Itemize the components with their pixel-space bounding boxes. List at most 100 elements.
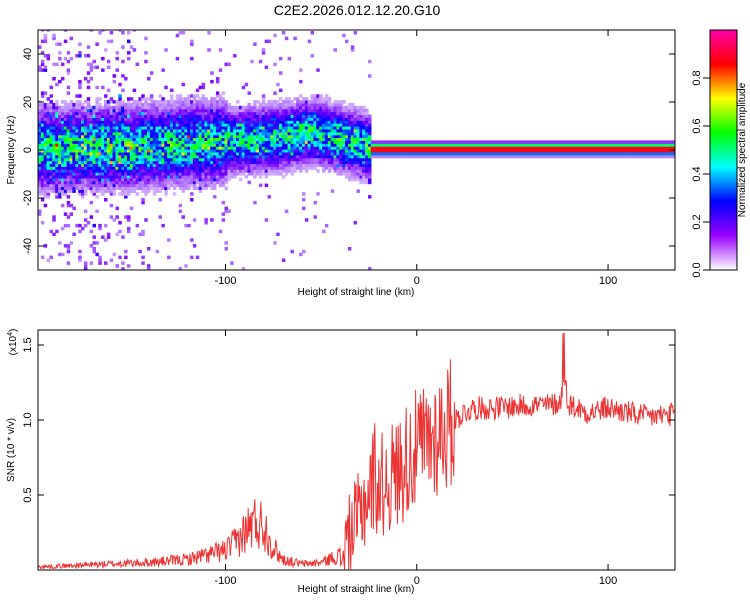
heatmap-cell xyxy=(190,123,194,127)
heatmap-cell xyxy=(127,117,131,121)
heatmap-cell xyxy=(121,180,125,185)
heatmap-cell xyxy=(104,189,108,193)
heatmap-cell xyxy=(281,103,286,107)
heatmap-cell xyxy=(563,140,567,144)
heatmap-cell xyxy=(158,175,162,179)
heatmap-cell xyxy=(147,108,151,113)
heatmap-cell xyxy=(594,151,599,156)
heatmap-cell xyxy=(322,131,326,136)
heatmap-cell xyxy=(313,103,317,107)
heatmap-cell xyxy=(293,105,297,110)
heatmap-cell xyxy=(149,114,154,118)
heatmap-cell xyxy=(207,154,211,159)
heatmap-cell xyxy=(652,154,656,159)
heatmap-cell xyxy=(201,166,206,170)
heatmap-cell xyxy=(514,140,518,144)
heatmap-cell xyxy=(170,114,174,118)
heatmap-cell xyxy=(198,169,203,173)
heatmap-cell xyxy=(49,189,53,193)
heatmap-cell xyxy=(588,151,593,156)
heatmap-cell xyxy=(270,137,274,141)
heatmap-cell xyxy=(129,97,134,101)
heatmap-cell xyxy=(104,131,108,136)
heatmap-cell xyxy=(227,111,231,116)
heatmap-cell xyxy=(61,226,65,231)
heatmap-cell xyxy=(545,140,550,144)
heatmap-cell xyxy=(230,151,234,156)
heatmap-cell xyxy=(175,111,180,116)
heatmap-cell xyxy=(46,103,51,107)
heatmap-cell xyxy=(330,140,335,144)
heatmap-cell xyxy=(316,108,320,113)
heatmap-cell xyxy=(333,123,337,127)
heatmap-cell xyxy=(307,105,312,110)
heatmap-cell xyxy=(313,120,317,124)
heatmap-cell xyxy=(187,146,191,150)
heatmap-cell xyxy=(264,218,269,222)
heatmap-cell xyxy=(181,215,185,219)
heatmap-cell xyxy=(170,169,174,173)
heatmap-cell xyxy=(81,226,85,231)
heatmap-cell xyxy=(617,143,622,147)
heatmap-cell xyxy=(55,134,59,139)
heatmap-cell xyxy=(89,189,94,193)
heatmap-cell xyxy=(167,103,171,107)
heatmap-cell xyxy=(347,166,352,170)
heatmap-cell xyxy=(121,189,125,193)
heatmap-cell xyxy=(238,137,243,141)
heatmap-cell xyxy=(78,51,82,55)
heatmap-cell xyxy=(66,137,71,141)
heatmap-cell xyxy=(167,128,171,133)
heatmap-cell xyxy=(230,261,234,265)
heatmap-cell xyxy=(115,232,119,237)
heatmap-cell xyxy=(663,140,667,144)
heatmap-cell xyxy=(324,117,329,121)
heatmap-cell xyxy=(204,111,208,116)
heatmap-cell xyxy=(172,180,177,185)
heatmap-cell xyxy=(149,120,154,124)
heatmap-cell xyxy=(233,163,237,167)
heatmap-cell xyxy=(276,126,280,130)
heatmap-cell xyxy=(144,36,148,41)
heatmap-cell xyxy=(428,151,432,156)
heatmap-cell xyxy=(112,177,117,182)
heatmap-cell xyxy=(293,160,297,165)
heatmap-cell xyxy=(147,97,151,101)
heatmap-cell xyxy=(201,126,206,130)
heatmap-cell xyxy=(129,154,134,159)
heatmap-cell xyxy=(299,151,303,156)
heatmap-cell xyxy=(210,160,214,165)
heatmap-cell xyxy=(247,151,251,156)
heatmap-cell xyxy=(152,157,157,162)
heatmap-cell xyxy=(52,169,56,173)
heatmap-cell xyxy=(164,189,168,193)
heatmap-cell xyxy=(112,117,117,121)
heatmap-cell xyxy=(566,143,570,147)
heatmap-cell xyxy=(591,154,596,159)
heatmap-cell xyxy=(333,100,337,104)
heatmap-cell xyxy=(356,163,360,167)
heatmap-cell xyxy=(52,157,56,162)
spectrogram-x-label: Height of straight line (km) xyxy=(298,287,415,298)
heatmap-cell xyxy=(290,172,294,176)
heatmap-cell xyxy=(347,123,352,127)
heatmap-cell xyxy=(95,140,99,144)
heatmap-cell xyxy=(287,126,292,130)
heatmap-cell xyxy=(135,126,140,130)
heatmap-cell xyxy=(482,146,487,150)
heatmap-cell xyxy=(115,180,119,185)
heatmap-cell xyxy=(40,108,45,113)
heatmap-cell xyxy=(316,151,320,156)
heatmap-cell xyxy=(643,151,647,156)
heatmap-cell xyxy=(250,134,254,139)
heatmap-cell xyxy=(264,131,269,136)
heatmap-cell xyxy=(316,114,320,118)
heatmap-cell xyxy=(620,149,624,153)
x-tick-label: 0 xyxy=(414,575,420,587)
heatmap-cell xyxy=(132,149,137,153)
heatmap-cell xyxy=(92,123,96,127)
heatmap-cell xyxy=(49,157,53,162)
heatmap-cell xyxy=(236,146,240,150)
heatmap-cell xyxy=(293,128,297,133)
heatmap-cell xyxy=(281,146,286,150)
